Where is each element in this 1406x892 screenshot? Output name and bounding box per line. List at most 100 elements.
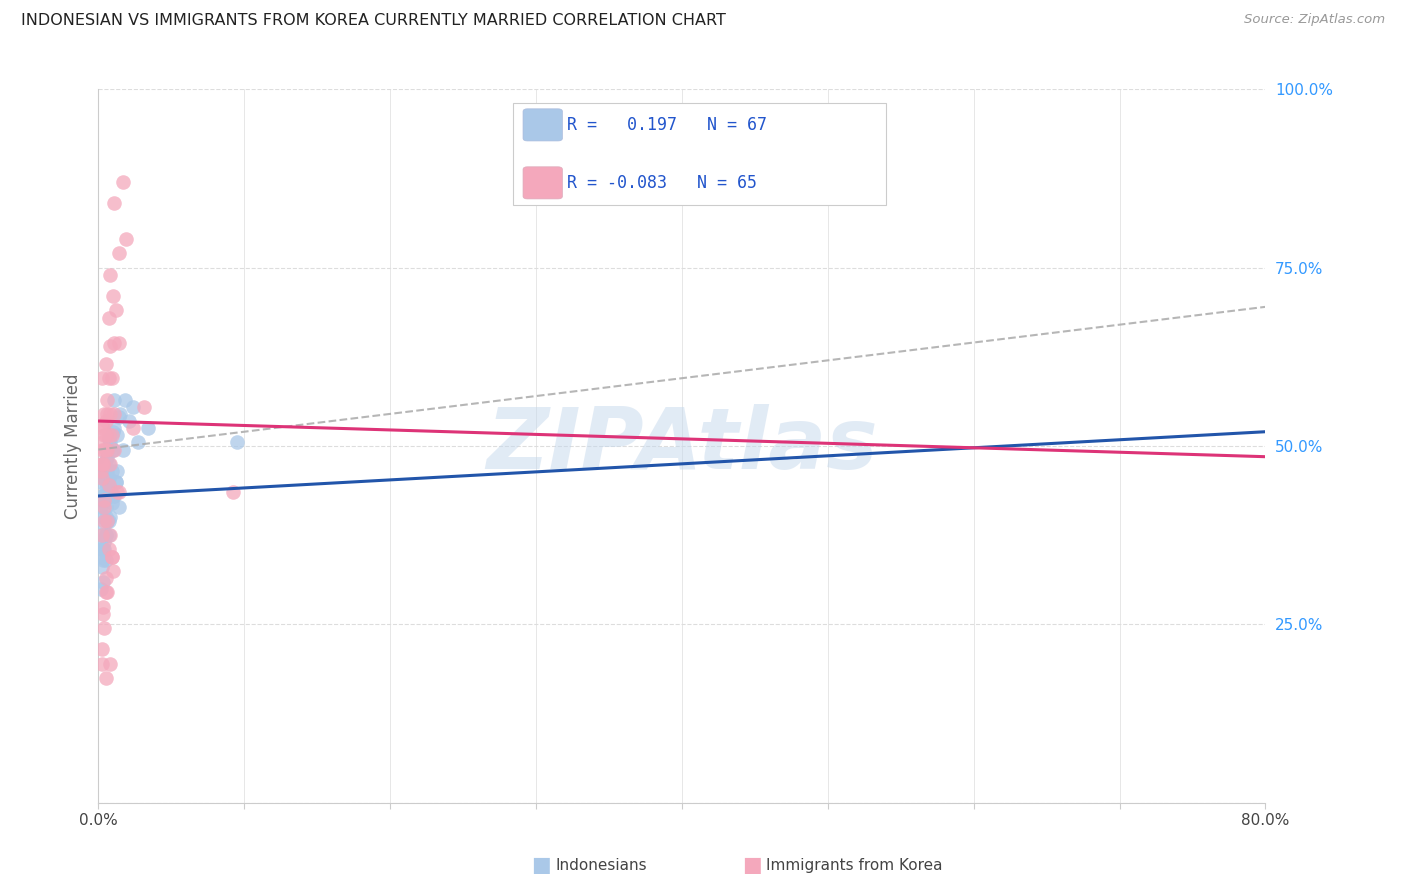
Point bbox=[91, 489, 114, 503]
Point bbox=[114, 392, 136, 407]
Point bbox=[98, 435, 121, 450]
Text: ZIPAtlas: ZIPAtlas bbox=[486, 404, 877, 488]
Point bbox=[132, 400, 155, 414]
Point bbox=[97, 310, 120, 325]
Point bbox=[93, 457, 115, 471]
Point bbox=[93, 442, 115, 457]
Point bbox=[94, 442, 117, 457]
Point bbox=[91, 457, 114, 471]
Point bbox=[101, 289, 124, 303]
Point bbox=[105, 485, 128, 500]
Point bbox=[93, 407, 115, 421]
Point bbox=[110, 407, 132, 421]
Point bbox=[97, 528, 120, 542]
Point bbox=[98, 339, 121, 353]
Point bbox=[91, 560, 114, 574]
Point bbox=[104, 475, 127, 489]
Point bbox=[94, 453, 117, 467]
Point bbox=[94, 475, 117, 489]
Point bbox=[94, 671, 117, 685]
Point bbox=[98, 268, 121, 282]
Point bbox=[112, 442, 135, 457]
Point bbox=[91, 464, 114, 478]
Point bbox=[108, 500, 131, 514]
Point bbox=[97, 457, 120, 471]
Point bbox=[94, 585, 117, 599]
Point bbox=[98, 439, 121, 453]
Point bbox=[101, 489, 124, 503]
Point bbox=[98, 510, 121, 524]
Point bbox=[100, 464, 122, 478]
Point bbox=[96, 514, 118, 528]
Point bbox=[96, 464, 118, 478]
Point bbox=[90, 542, 112, 557]
Text: R =   0.197   N = 67: R = 0.197 N = 67 bbox=[567, 116, 766, 134]
Point bbox=[93, 428, 115, 442]
Point bbox=[97, 371, 120, 385]
Point bbox=[91, 599, 114, 614]
Point bbox=[127, 435, 149, 450]
Point bbox=[93, 471, 115, 485]
Point bbox=[122, 400, 145, 414]
Point bbox=[122, 421, 145, 435]
Point bbox=[96, 442, 118, 457]
Point bbox=[91, 471, 114, 485]
Point bbox=[105, 464, 128, 478]
Point bbox=[91, 510, 114, 524]
Text: R = -0.083   N = 65: R = -0.083 N = 65 bbox=[567, 174, 756, 192]
Point bbox=[98, 407, 121, 421]
Point bbox=[98, 528, 121, 542]
Point bbox=[100, 371, 122, 385]
Point bbox=[94, 428, 117, 442]
Point bbox=[118, 414, 141, 428]
Point bbox=[97, 428, 120, 442]
Point bbox=[96, 585, 118, 599]
Point bbox=[94, 553, 117, 567]
Text: Source: ZipAtlas.com: Source: ZipAtlas.com bbox=[1244, 13, 1385, 27]
Point bbox=[103, 196, 125, 211]
Point bbox=[91, 489, 114, 503]
Point bbox=[103, 335, 125, 350]
Point bbox=[93, 517, 115, 532]
Point bbox=[91, 421, 114, 435]
Point bbox=[103, 489, 125, 503]
Point bbox=[108, 485, 131, 500]
Point bbox=[98, 489, 121, 503]
Point bbox=[101, 425, 124, 439]
Point bbox=[96, 392, 118, 407]
Point bbox=[91, 574, 114, 589]
Point bbox=[91, 542, 114, 557]
Point bbox=[101, 564, 124, 578]
Point bbox=[104, 475, 127, 489]
Point bbox=[100, 549, 122, 564]
Text: INDONESIAN VS IMMIGRANTS FROM KOREA CURRENTLY MARRIED CORRELATION CHART: INDONESIAN VS IMMIGRANTS FROM KOREA CURR… bbox=[21, 13, 725, 29]
Point bbox=[90, 549, 112, 564]
Point bbox=[91, 371, 114, 385]
Point bbox=[96, 407, 118, 421]
Point bbox=[103, 407, 125, 421]
Point bbox=[93, 621, 115, 635]
Point bbox=[94, 510, 117, 524]
Point bbox=[94, 528, 117, 542]
Y-axis label: Currently Married: Currently Married bbox=[65, 373, 83, 519]
Point bbox=[91, 435, 114, 450]
Point bbox=[115, 232, 138, 246]
Text: Indonesians: Indonesians bbox=[555, 858, 647, 872]
Point bbox=[93, 492, 115, 507]
Point bbox=[100, 442, 122, 457]
Point bbox=[90, 582, 112, 596]
Point bbox=[91, 657, 114, 671]
Point bbox=[90, 492, 112, 507]
Point bbox=[221, 485, 243, 500]
Point bbox=[96, 514, 118, 528]
Point bbox=[91, 457, 114, 471]
Point bbox=[100, 428, 122, 442]
Point bbox=[97, 542, 120, 557]
Point bbox=[98, 482, 121, 496]
Point bbox=[90, 475, 112, 489]
Point bbox=[101, 442, 124, 457]
Point bbox=[97, 514, 120, 528]
Point bbox=[98, 657, 121, 671]
Point bbox=[96, 514, 118, 528]
Point bbox=[136, 421, 159, 435]
